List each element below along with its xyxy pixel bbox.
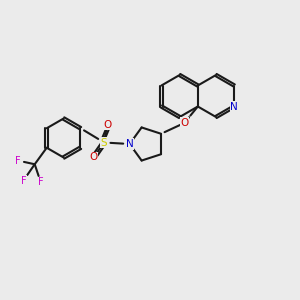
Text: N: N	[230, 101, 238, 112]
Text: F: F	[38, 177, 43, 187]
Text: F: F	[20, 176, 26, 186]
Text: N: N	[126, 139, 134, 149]
Text: F: F	[15, 156, 21, 166]
Text: O: O	[180, 118, 188, 128]
Text: S: S	[101, 137, 107, 148]
Text: O: O	[103, 119, 111, 130]
Text: O: O	[89, 152, 98, 163]
